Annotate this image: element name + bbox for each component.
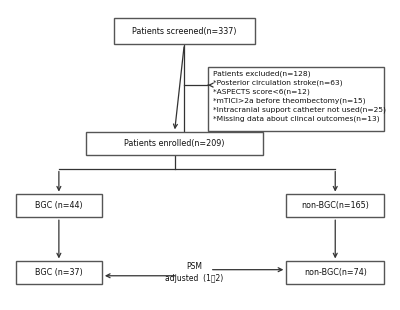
- Text: Patients screened(n=337): Patients screened(n=337): [132, 27, 236, 36]
- FancyBboxPatch shape: [286, 194, 384, 217]
- FancyBboxPatch shape: [208, 67, 384, 131]
- Text: PSM
adjusted  (1：2): PSM adjusted (1：2): [165, 262, 223, 283]
- FancyBboxPatch shape: [286, 261, 384, 284]
- FancyBboxPatch shape: [16, 194, 102, 217]
- Text: Patients excluded(n=128)
*Posterior circulation stroke(n=63)
*ASPECTS score<6(n=: Patients excluded(n=128) *Posterior circ…: [212, 71, 386, 122]
- FancyBboxPatch shape: [114, 18, 255, 44]
- FancyBboxPatch shape: [86, 132, 263, 155]
- FancyBboxPatch shape: [16, 261, 102, 284]
- Text: non-BGC(n=165): non-BGC(n=165): [301, 202, 369, 210]
- Text: Patients enrolled(n=209): Patients enrolled(n=209): [124, 139, 225, 148]
- Text: BGC (n=44): BGC (n=44): [35, 202, 83, 210]
- Text: BGC (n=37): BGC (n=37): [35, 268, 83, 277]
- Text: non-BGC(n=74): non-BGC(n=74): [304, 268, 367, 277]
